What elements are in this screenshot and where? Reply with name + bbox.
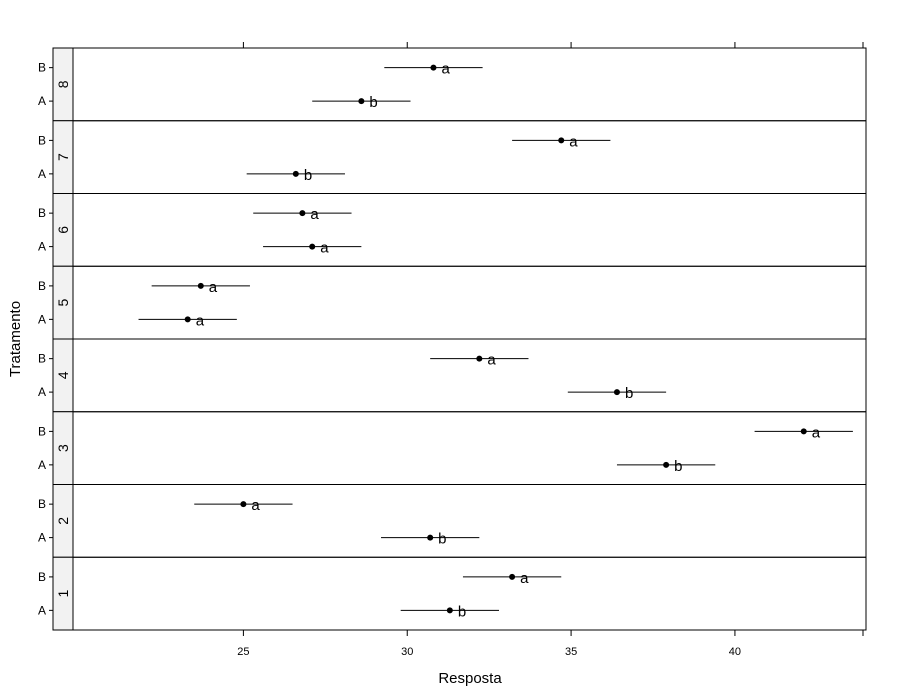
strip-label-4: 4 — [55, 371, 71, 379]
group-letter: b — [304, 167, 312, 184]
category-label: A — [38, 458, 46, 472]
data-point — [184, 316, 191, 323]
panel-7: 7 B a A b — [38, 120, 867, 194]
panel-3: 3 B a A b — [38, 411, 867, 485]
group-letter: a — [251, 497, 260, 514]
category-label: B — [38, 352, 46, 366]
group-letter: b — [674, 458, 682, 475]
axes-layer: 25 30 35 40 — [237, 42, 864, 658]
panel-1: 1 B a A b — [38, 556, 867, 631]
category-label: A — [38, 94, 46, 108]
category-label: B — [38, 206, 46, 220]
group-letter: a — [320, 240, 329, 257]
panels-layer: 8 B a A b 7 B a A b 6 B a A a 5 B a A a 4 B a A b 3 B a A b 2 B a A b 1 B a A b — [38, 47, 867, 631]
strip-label-6: 6 — [55, 226, 71, 234]
panel-5: 5 B a A a — [38, 265, 867, 340]
strip-label-5: 5 — [55, 299, 71, 307]
y-axis-title: Tratamento — [7, 301, 24, 377]
data-point — [446, 607, 453, 614]
panel-frame-5 — [72, 265, 867, 340]
panel-frame-1 — [72, 556, 867, 631]
panel-frame-7 — [72, 120, 867, 194]
panel-frame-3 — [72, 411, 867, 485]
panel-2: 2 B a A b — [38, 484, 867, 558]
category-label: A — [38, 312, 46, 326]
data-point — [427, 534, 434, 541]
data-point — [476, 355, 483, 362]
group-letter: b — [438, 531, 446, 548]
data-point — [663, 461, 670, 468]
x-axis-title: Resposta — [438, 670, 502, 687]
data-point — [240, 501, 247, 508]
category-label: A — [38, 240, 46, 254]
panel-frame-8 — [72, 47, 867, 122]
data-point — [430, 64, 437, 71]
data-point — [613, 389, 620, 396]
category-label: B — [38, 497, 46, 511]
panel-8: 8 B a A b — [38, 47, 867, 122]
x-tick-label: 35 — [565, 646, 577, 658]
data-point — [292, 170, 299, 177]
strip-label-2: 2 — [55, 517, 71, 525]
category-label: B — [38, 279, 46, 293]
strip-label-3: 3 — [55, 444, 71, 452]
data-point — [800, 428, 807, 435]
strip-label-1: 1 — [55, 590, 71, 598]
category-label: B — [38, 570, 46, 584]
group-letter: b — [625, 385, 633, 402]
data-point — [299, 210, 306, 217]
group-letter: b — [458, 603, 466, 620]
strip-label-8: 8 — [55, 80, 71, 88]
data-point — [197, 282, 204, 289]
x-tick-label: 40 — [729, 646, 741, 658]
group-letter: b — [369, 94, 377, 111]
category-label: B — [38, 133, 46, 147]
group-letter: a — [812, 424, 821, 441]
panel-4: 4 B a A b — [38, 338, 867, 413]
group-letter: a — [441, 61, 450, 78]
category-label: A — [38, 167, 46, 181]
strip-label-7: 7 — [55, 153, 71, 161]
x-tick-label: 30 — [401, 646, 413, 658]
category-label: B — [38, 61, 46, 75]
category-label: A — [38, 385, 46, 399]
panel-6: 6 B a A a — [38, 193, 867, 267]
group-letter: a — [209, 279, 218, 296]
group-letter: a — [310, 206, 319, 223]
category-label: A — [38, 531, 46, 545]
group-letter: a — [487, 352, 496, 369]
panel-frame-4 — [72, 338, 867, 413]
data-point — [309, 243, 316, 250]
group-letter: a — [196, 312, 205, 329]
x-tick-label: 25 — [237, 646, 249, 658]
data-point — [558, 137, 565, 144]
group-letter: a — [569, 133, 578, 150]
data-point — [509, 573, 516, 580]
panel-frame-2 — [72, 484, 867, 558]
group-letter: a — [520, 570, 529, 587]
data-point — [358, 98, 365, 105]
category-label: B — [38, 424, 46, 438]
panel-frame-6 — [72, 193, 867, 267]
category-label: A — [38, 603, 46, 617]
